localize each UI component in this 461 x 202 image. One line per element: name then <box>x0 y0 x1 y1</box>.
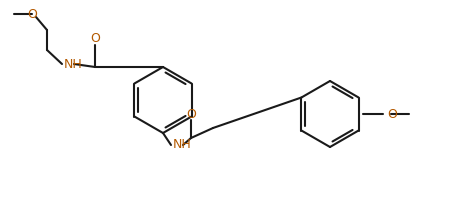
Text: O: O <box>90 33 100 45</box>
Text: O: O <box>27 7 37 20</box>
Text: NH: NH <box>64 58 83 70</box>
Text: NH: NH <box>173 139 192 152</box>
Text: O: O <box>186 108 196 121</box>
Text: O: O <box>387 107 397 121</box>
